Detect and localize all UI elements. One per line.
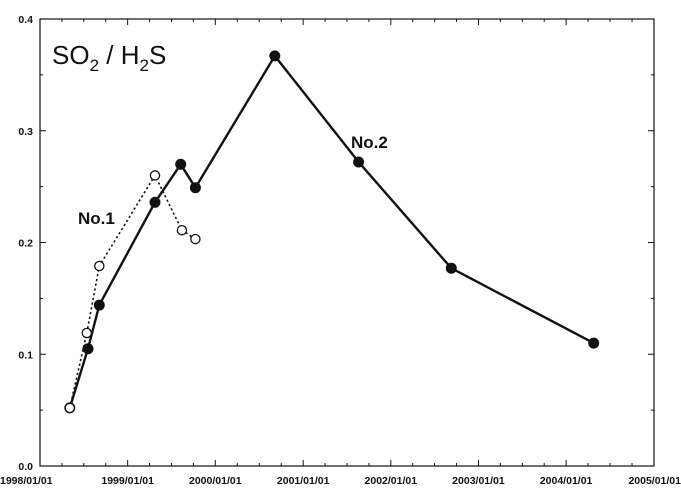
data-point-no1 <box>190 233 201 245</box>
data-point-no2 <box>353 156 365 168</box>
data-point-no1 <box>176 224 188 236</box>
data-point-no2 <box>82 343 94 355</box>
data-point-no2 <box>445 262 457 274</box>
data-point-no2 <box>189 182 201 194</box>
series-layer <box>64 50 600 414</box>
data-point-no2 <box>93 299 105 311</box>
data-point-no1 <box>149 170 161 181</box>
y-tick-label: 0.2 <box>18 238 33 250</box>
y-tick-label: 0.0 <box>18 461 33 473</box>
x-tick-label: 1999/01/01 <box>101 475 154 487</box>
y-tick-label: 0.1 <box>18 349 33 361</box>
y-tick-label: 0.4 <box>18 14 33 26</box>
data-point-no2 <box>269 50 281 62</box>
x-tick-label: 2001/01/01 <box>277 475 330 487</box>
data-point-no2 <box>588 337 600 349</box>
annotation-no2: No.2 <box>351 133 388 152</box>
data-point-no1 <box>64 402 76 414</box>
x-tick-label: 1998/01/01 <box>0 475 53 487</box>
x-tick-label: 2003/01/01 <box>452 475 505 487</box>
data-point-no2 <box>149 196 161 208</box>
x-tick-label: 2002/01/01 <box>365 475 418 487</box>
y-tick-label: 0.3 <box>18 126 33 138</box>
chart-title: SO2 / H2S <box>52 40 166 75</box>
x-tick-label: 2005/01/01 <box>628 475 681 487</box>
annotation-no1: No.1 <box>78 209 115 228</box>
x-tick-label: 2000/01/01 <box>189 475 242 487</box>
data-point-no1 <box>94 260 105 272</box>
x-tick-label: 2004/01/01 <box>540 475 593 487</box>
data-point-no1 <box>81 327 93 339</box>
data-point-no2 <box>175 158 187 170</box>
axis-ticks: 1998/01/01 1999/01/01 2000/01/01 2001/01/01… <box>0 14 681 487</box>
series-line-no2 <box>68 53 595 409</box>
